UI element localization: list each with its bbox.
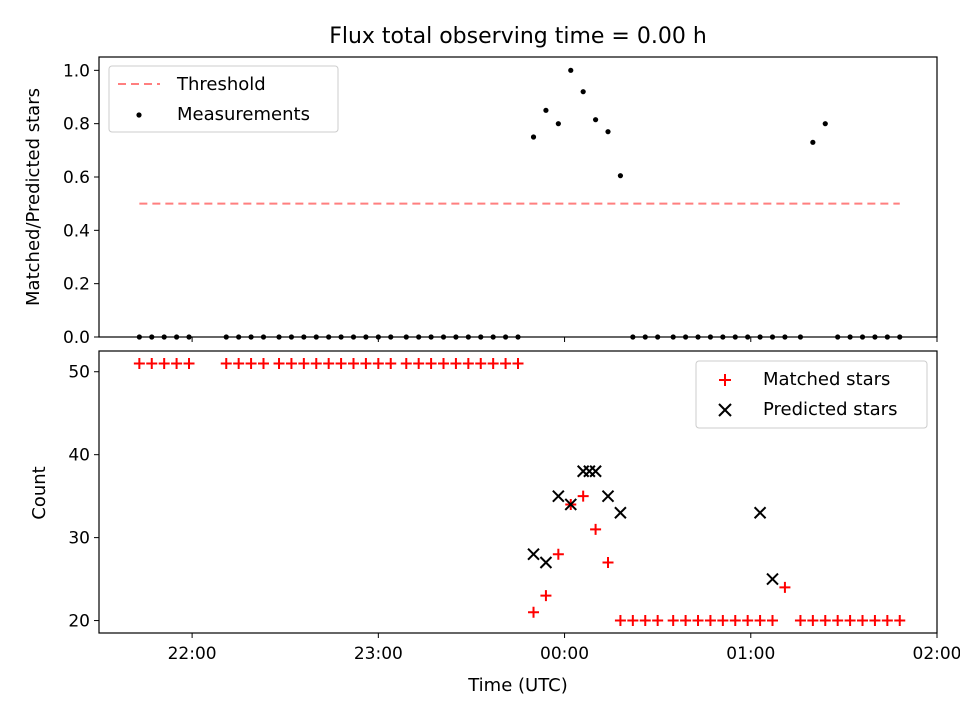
- legend-measurements-label: Measurements: [177, 104, 310, 125]
- top-y-tick-label: 0.2: [63, 275, 90, 295]
- measurement-point: [593, 117, 598, 122]
- bottom-y-tick-label: 20: [68, 612, 90, 632]
- bottom-x-tick-label: 23:00: [354, 644, 403, 664]
- bottom-x-tick-label: 01:00: [726, 644, 775, 664]
- legend-matched-label: Matched stars: [763, 369, 890, 390]
- measurement-point: [531, 134, 536, 139]
- top-chart-title: Flux total observing time = 0.00 h: [329, 24, 707, 49]
- bottom-y-tick-label: 50: [68, 363, 90, 383]
- top-legend: Threshold Measurements: [109, 66, 338, 132]
- bottom-legend: Matched stars Predicted stars: [696, 361, 927, 428]
- top-y-tick-label: 0.8: [63, 115, 90, 135]
- bottom-x-tick-label: 02:00: [913, 644, 960, 664]
- measurement-point: [543, 108, 548, 113]
- bottom-y-tick-label: 30: [68, 529, 90, 549]
- legend-threshold-label: Threshold: [176, 74, 266, 95]
- legend-predicted-label: Predicted stars: [763, 399, 897, 420]
- bottom-x-tick-label: 22:00: [168, 644, 217, 664]
- bottom-y-tick-label: 40: [68, 446, 90, 466]
- bottom-x-tick-label: 00:00: [540, 644, 589, 664]
- legend-measurements-swatch: [136, 112, 141, 117]
- top-y-tick-label: 0.6: [63, 168, 90, 188]
- measurement-point: [810, 140, 815, 145]
- bottom-y-axis-label: Count: [29, 466, 50, 519]
- bottom-x-axis-label: Time (UTC): [467, 675, 568, 696]
- measurement-point: [605, 129, 610, 134]
- measurement-point: [568, 68, 573, 73]
- measurement-point: [556, 121, 561, 126]
- measurement-point: [823, 121, 828, 126]
- top-y-tick-label: 0.4: [63, 221, 90, 241]
- measurement-point: [581, 89, 586, 94]
- top-y-tick-label: 1.0: [63, 61, 90, 81]
- measurement-point: [618, 173, 623, 178]
- top-y-axis-label: Matched/Predicted stars: [23, 88, 44, 306]
- top-y-tick-label: 0.0: [63, 328, 90, 348]
